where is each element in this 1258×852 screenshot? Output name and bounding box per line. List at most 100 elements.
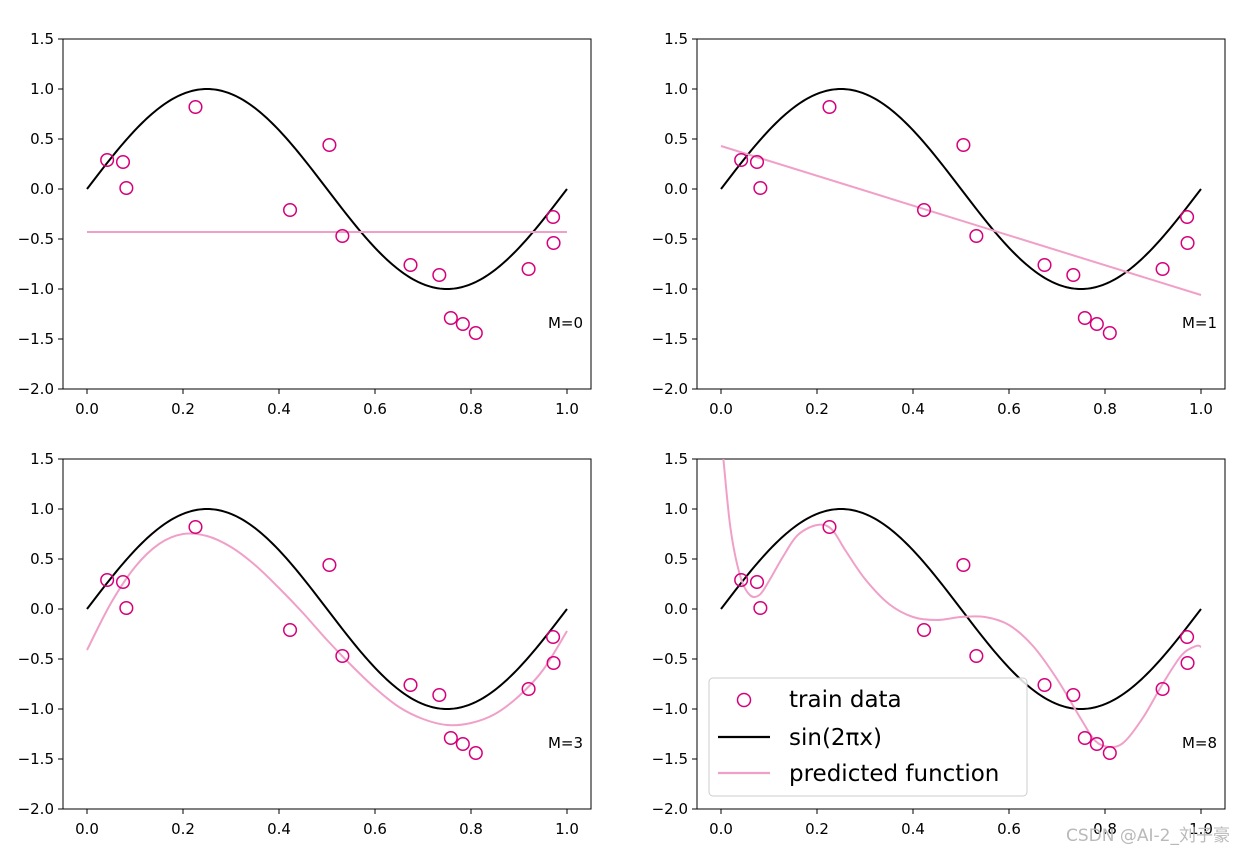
x-tick-label: 0.4 — [901, 400, 925, 418]
train-data-point — [455, 736, 470, 752]
train-data-point — [749, 154, 765, 170]
train-data-point — [546, 235, 561, 251]
train-data-point — [119, 180, 134, 196]
train-data-point — [734, 572, 749, 588]
y-tick-label: 1.5 — [664, 30, 688, 48]
train-data-point — [403, 257, 418, 273]
x-tick-label: 0.2 — [171, 400, 195, 418]
train-data-point — [753, 180, 768, 196]
train-data-point — [822, 99, 837, 115]
train-data-point — [322, 137, 337, 153]
y-tick-label: −1.0 — [18, 280, 54, 298]
y-tick-label: −2.0 — [18, 800, 54, 818]
y-tick-label: 0.5 — [664, 130, 688, 148]
train-data-point — [1155, 681, 1170, 697]
train-data-point — [956, 557, 971, 573]
plot-area — [86, 87, 568, 291]
y-tick-label: 0.5 — [30, 550, 54, 568]
train-data-point — [335, 228, 350, 244]
train-data-point — [335, 648, 350, 664]
subplot-panel-3: 0.0 0.2 0.4 0.6 0.8 1.0 −2.0 −1.5 −1.0 −0.5 0.0 0.5… — [18, 450, 592, 838]
x-tick-label: 1.0 — [555, 400, 579, 418]
train-data-point — [282, 622, 298, 638]
train-data-point — [1077, 310, 1092, 326]
x-tick-label: 0.2 — [805, 400, 829, 418]
model-order-label: M=8 — [1182, 734, 1217, 752]
x-tick-label: 0.6 — [997, 400, 1021, 418]
legend: train data sin(2πx) predicted function — [708, 677, 1028, 797]
x-tick-label: 0.2 — [805, 820, 829, 838]
train-data-point — [188, 99, 203, 115]
y-tick-label: 1.0 — [664, 80, 688, 98]
train-data-point — [916, 622, 932, 638]
subplot-panel-4: 0.0 0.2 0.4 0.6 0.8 1.0 −2.0 −1.5 −1.0 −0.5 0.0 0.5… — [652, 450, 1226, 838]
x-tick-label: 0.4 — [901, 820, 925, 838]
train-data-point — [1077, 730, 1092, 746]
watermark: CSDN @AI-2_刘子豪 — [1066, 825, 1230, 846]
legend-true-label: sin(2πx) — [789, 725, 882, 751]
predicted-function-line — [720, 145, 1202, 296]
train-data-point — [1180, 235, 1195, 251]
train-data-point — [1155, 261, 1170, 277]
train-data-point — [1066, 267, 1081, 283]
train-data-point — [443, 730, 458, 746]
y-tick-label: 1.0 — [30, 80, 54, 98]
x-tick-label: 0.8 — [1093, 400, 1117, 418]
predicted-function-line — [86, 532, 568, 727]
y-tick-label: 1.5 — [30, 30, 54, 48]
train-data-point — [1180, 209, 1195, 225]
model-order-label: M=1 — [1182, 314, 1217, 332]
y-tick-label: −0.5 — [652, 650, 688, 668]
train-data-point — [322, 557, 337, 573]
legend-train-marker — [736, 692, 752, 708]
train-data-point — [1102, 325, 1117, 341]
y-tick-label: 1.0 — [664, 500, 688, 518]
train-data-point — [916, 202, 932, 218]
x-tick-label: 0.8 — [459, 400, 483, 418]
x-tick-label: 0.4 — [267, 820, 291, 838]
legend-pred-label: predicted function — [789, 761, 999, 787]
y-tick-label: 0.0 — [664, 180, 688, 198]
y-tick-label: −1.0 — [652, 280, 688, 298]
x-tick-label: 0.0 — [75, 400, 99, 418]
train-data-point — [1089, 316, 1104, 332]
axes-frame — [696, 458, 1226, 810]
plot-area — [86, 507, 568, 727]
plot-area — [720, 87, 1202, 296]
train-data-point — [1037, 677, 1052, 693]
panels: 0.0 0.2 0.4 0.6 0.8 1.0 −2.0 −1.5 −1.0 −0.5 0.0 0.5… — [18, 30, 1226, 838]
x-tick-label: 0.2 — [171, 820, 195, 838]
train-data-point — [546, 209, 561, 225]
axes-frame — [62, 458, 592, 810]
train-data-point — [119, 600, 134, 616]
y-tick-label: 0.0 — [30, 180, 54, 198]
y-tick-label: −1.5 — [18, 330, 54, 348]
train-data-point — [822, 519, 837, 535]
train-data-point — [188, 519, 203, 535]
axes-frame — [62, 38, 592, 390]
x-tick-label: 1.0 — [555, 820, 579, 838]
train-data-point — [468, 745, 483, 761]
train-data-point — [468, 325, 483, 341]
train-data-point — [753, 600, 768, 616]
true-function-line — [720, 507, 1202, 711]
train-data-point — [1089, 736, 1104, 752]
train-data-point — [1180, 655, 1195, 671]
train-data-point — [969, 648, 984, 664]
y-tick-label: 0.5 — [30, 130, 54, 148]
train-data-point — [403, 677, 418, 693]
x-tick-label: 0.6 — [363, 820, 387, 838]
train-data-point — [734, 152, 749, 168]
x-tick-label: 1.0 — [1189, 400, 1213, 418]
train-data-point — [100, 152, 115, 168]
y-tick-label: −0.5 — [652, 230, 688, 248]
x-tick-label: 1.0 — [1189, 820, 1213, 838]
legend-frame — [708, 677, 1028, 797]
train-data-point — [432, 687, 447, 703]
true-function-line — [720, 87, 1202, 291]
y-tick-label: −1.0 — [652, 700, 688, 718]
train-data-point — [546, 655, 561, 671]
train-data-point — [115, 154, 131, 170]
x-tick-label: 0.8 — [1093, 820, 1117, 838]
